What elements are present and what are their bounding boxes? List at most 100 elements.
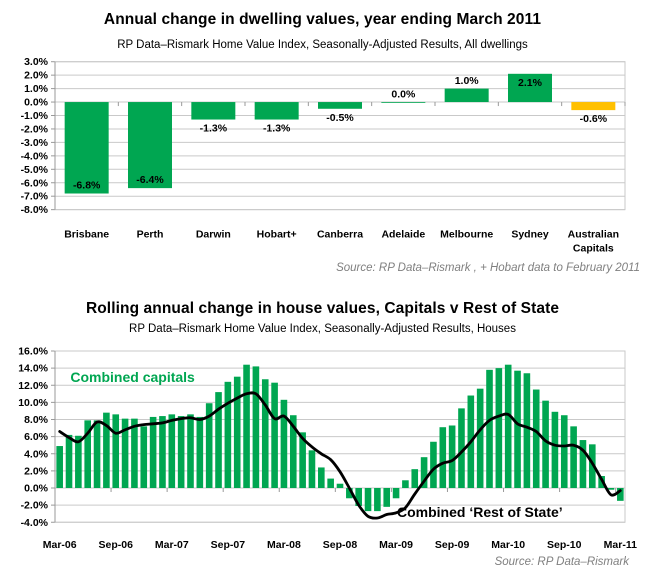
capitals-bar — [84, 420, 92, 488]
y-axis-label: -4.0% — [21, 517, 49, 529]
y-axis-label: 0.0% — [24, 97, 49, 109]
capitals-bar — [149, 416, 157, 488]
capitals-bar — [131, 418, 138, 488]
y-axis-label: 2.0% — [24, 465, 49, 477]
capitals-bar — [504, 364, 512, 488]
rest-of-state-line — [58, 391, 622, 520]
capitals-bar — [177, 416, 185, 488]
capitals-bar — [168, 414, 176, 488]
x-axis-category-label: Adelaide — [381, 229, 425, 241]
capitals-bar — [56, 446, 63, 488]
bar-melbourne — [444, 88, 489, 103]
capitals-bar — [233, 376, 241, 488]
capitals-bar — [243, 364, 250, 488]
y-axis-label: 3.0% — [24, 56, 49, 68]
capitals-bar — [299, 432, 306, 488]
capitals-bar — [65, 434, 73, 488]
bar-value-label: -1.3% — [200, 123, 228, 135]
y-axis-label: 1.0% — [24, 83, 49, 95]
bar-value-label: -1.3% — [263, 123, 291, 135]
x-axis-label: Sep-08 — [323, 539, 358, 551]
bar-value-label: -0.5% — [326, 112, 354, 124]
capitals-bar — [560, 415, 568, 488]
capitals-bar — [439, 427, 447, 488]
x-axis-category-label: Sydney — [511, 229, 549, 241]
capitals-bar — [121, 418, 129, 488]
capitals-bar — [542, 400, 549, 488]
y-axis-label: 10.0% — [18, 397, 48, 409]
y-axis-label: 4.0% — [24, 448, 49, 460]
x-axis-label: Sep-09 — [435, 539, 470, 551]
capitals-bar — [103, 412, 110, 488]
capitals-bar — [280, 399, 288, 488]
capitals-bar — [551, 411, 559, 488]
capitals-bar — [187, 414, 194, 488]
capitals-bar — [196, 416, 204, 488]
x-axis-label: Mar-09 — [379, 539, 413, 551]
capitals-bar — [607, 488, 615, 490]
capitals-bar — [140, 426, 148, 488]
capitals-bar — [75, 435, 82, 488]
capitals-bar — [364, 488, 372, 512]
chart1-subtitle: RP Data–Rismark Home Value Index, Season… — [117, 39, 528, 51]
capitals-bar — [495, 368, 503, 488]
x-axis-category-label: Canberra — [317, 229, 363, 241]
capitals-bar — [430, 441, 437, 488]
x-axis-category-label: Melbourne — [440, 229, 493, 241]
bar-value-label: -0.6% — [580, 113, 608, 125]
capitals-bar — [346, 488, 353, 499]
y-axis-label: -6.0% — [21, 177, 49, 189]
capitals-bar — [532, 389, 540, 488]
capitals-bar — [374, 488, 381, 512]
capitals-bar — [93, 420, 101, 488]
capitals-bar — [570, 426, 577, 488]
capitals-bar — [402, 480, 409, 488]
y-axis-label: -3.0% — [21, 137, 49, 149]
y-axis-label: -8.0% — [21, 204, 49, 216]
capitals-bar — [252, 366, 260, 488]
x-axis-label: Sep-06 — [99, 539, 134, 551]
bar-australian-capitals — [571, 102, 616, 111]
x-axis-label: Sep-10 — [547, 539, 582, 551]
capitals-bar — [514, 370, 521, 488]
x-axis-label: Mar-06 — [43, 539, 77, 551]
capitals-bar — [271, 382, 278, 488]
y-axis-label: 12.0% — [18, 380, 48, 392]
y-axis-label: 0.0% — [24, 483, 49, 495]
rolling-change-combo-chart: 16.0% 14.0% 12.0% 10.0% 8.0% 6.0% 4.0% 2.0% 0.0%… — [18, 346, 637, 552]
capitals-bar — [486, 369, 493, 488]
capitals-bar — [392, 488, 400, 499]
chart2-subtitle: RP Data–Rismark Home Value Index, Season… — [129, 323, 516, 335]
capitals-bar — [336, 483, 344, 488]
x-axis-category-label: Australian Capitals — [568, 229, 619, 255]
x-axis-category-label: Darwin — [196, 229, 231, 241]
y-axis-label: 8.0% — [24, 414, 49, 426]
bar-canberra — [318, 102, 362, 109]
bar-value-label: -6.8% — [73, 180, 101, 192]
y-axis-label: 6.0% — [24, 431, 49, 443]
capitals-bar — [327, 478, 334, 488]
capitals-bar — [411, 469, 419, 488]
capitals-bar — [261, 379, 269, 488]
bar-value-label: -6.4% — [136, 174, 164, 186]
y-axis-label: -7.0% — [21, 191, 49, 203]
capitals-bar — [224, 381, 232, 488]
bar-darwin — [191, 102, 236, 120]
capitals-bar — [420, 457, 428, 488]
x-axis-category-label: Perth — [137, 229, 164, 241]
capitals-bar — [617, 488, 624, 501]
bar-adelaide — [381, 102, 426, 103]
capitals-bar — [523, 373, 531, 488]
y-axis-label: 14.0% — [18, 363, 48, 375]
chart2-title: Rolling annual change in house values, C… — [85, 300, 560, 317]
series-annotation: Combined ‘Rest of State’ — [397, 504, 563, 520]
x-axis-label: Mar-08 — [267, 539, 301, 551]
capitals-bar — [355, 488, 362, 506]
capitals-bar — [476, 388, 484, 488]
bar-perth — [128, 102, 172, 189]
chart1-title: Annual change in dwelling values, year e… — [103, 11, 542, 28]
capitals-bar — [112, 414, 120, 488]
capitals-bar — [448, 425, 456, 488]
capitals-bar — [289, 415, 297, 488]
